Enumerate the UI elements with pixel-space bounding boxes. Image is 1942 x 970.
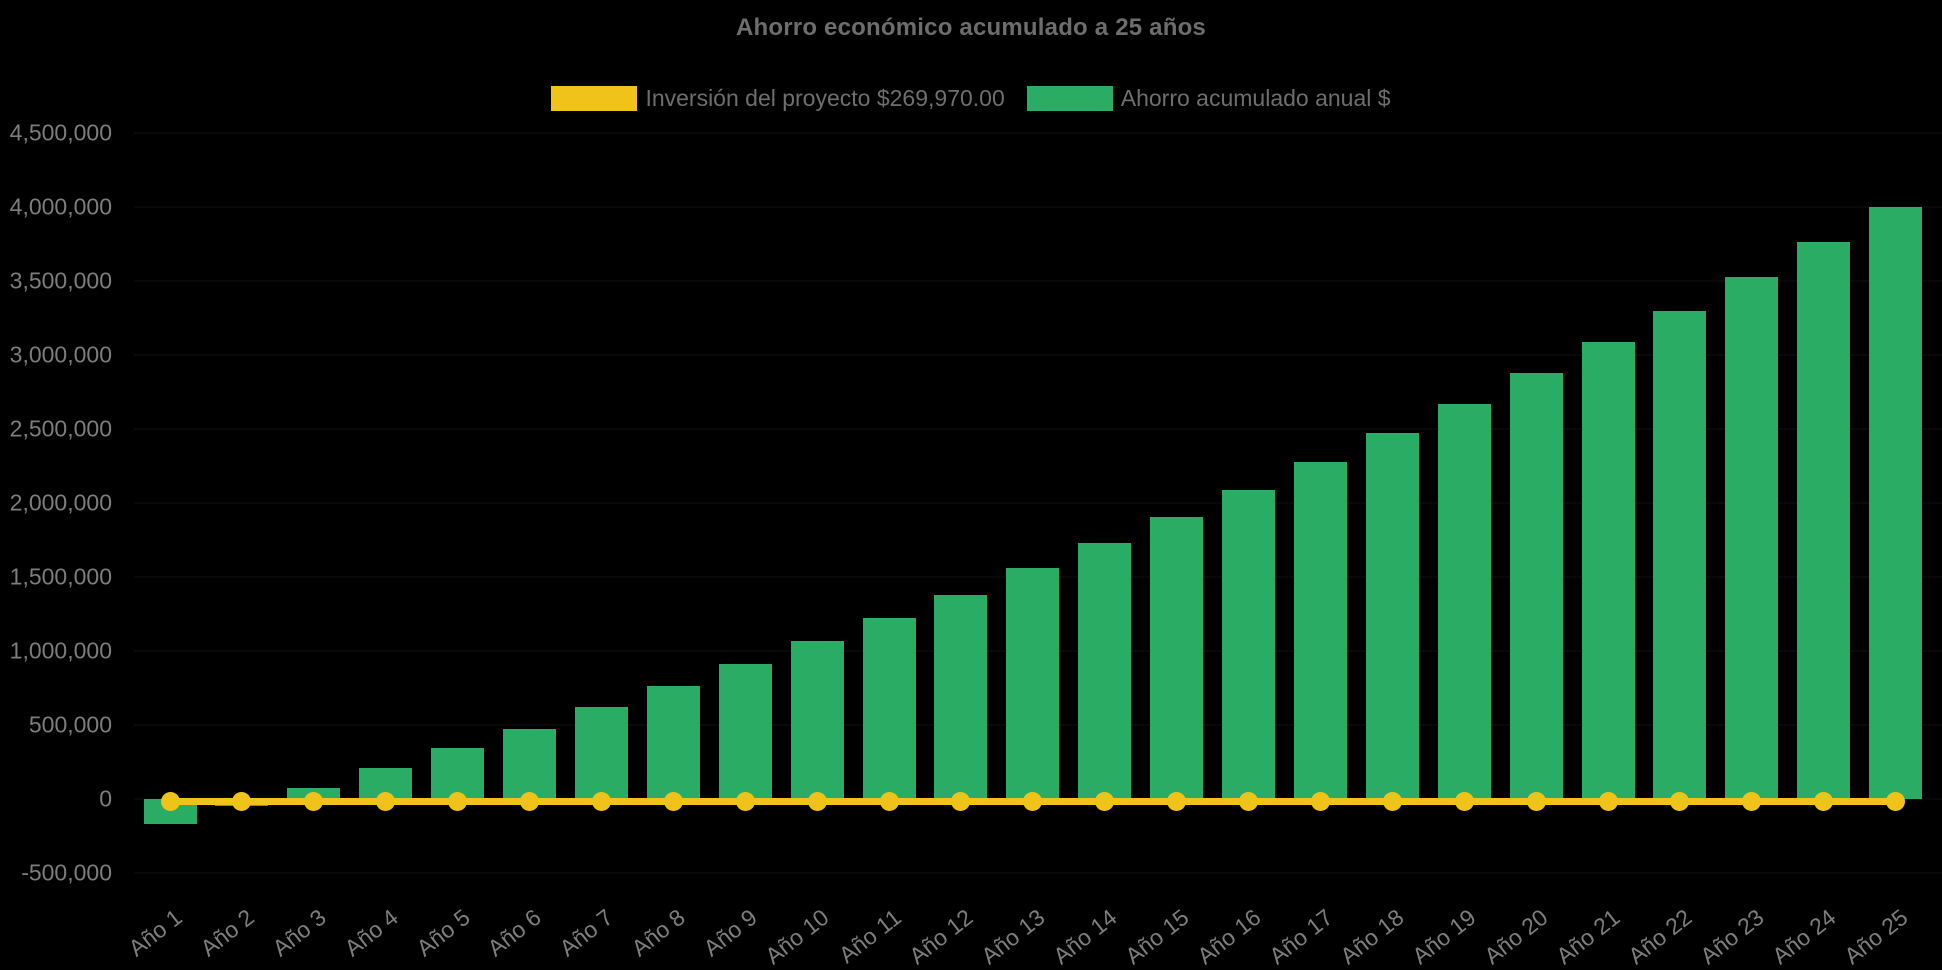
bar-año-14 [1078, 542, 1132, 799]
bar-año-20 [1509, 372, 1563, 799]
x-axis-label: Año 18 [1335, 903, 1410, 970]
x-axis-label: Año 9 [698, 903, 762, 962]
bar-año-18 [1365, 433, 1419, 799]
y-axis-tick-label: 500,000 [28, 711, 112, 738]
bar-año-13 [1006, 568, 1060, 799]
bar-año-9 [718, 663, 772, 799]
legend-item-savings[interactable]: Ahorro acumulado anual $ [1026, 85, 1391, 112]
x-axis-label: Año 20 [1479, 903, 1553, 970]
x-axis-label: Año 14 [1047, 903, 1122, 970]
investment-marker [879, 792, 899, 811]
investment-marker [1095, 792, 1115, 811]
x-axis-label: Año 13 [976, 903, 1050, 970]
bar-año-16 [1222, 490, 1275, 799]
investment-marker [1742, 792, 1762, 811]
x-axis-label: Año 23 [1695, 903, 1769, 970]
investment-marker [1167, 792, 1187, 811]
legend-item-investment[interactable]: Inversión del proyecto $269,970.00 [551, 85, 1005, 112]
investment-marker [376, 792, 396, 811]
x-axis-label: Año 8 [626, 903, 691, 962]
investment-marker [1598, 792, 1618, 811]
y-axis-tick-label: 4,000,000 [9, 193, 112, 220]
y-axis-tick-label: 1,500,000 [9, 563, 112, 590]
bar-año-6 [503, 728, 556, 799]
x-axis-label: Año 19 [1407, 903, 1481, 970]
investment-marker [160, 792, 180, 811]
y-axis-tick-label: 1,000,000 [9, 637, 112, 664]
bar-año-5 [431, 747, 485, 799]
investment-marker [520, 792, 539, 811]
bar-año-24 [1797, 241, 1851, 799]
x-axis-label: Año 4 [339, 903, 403, 962]
investment-marker [1239, 792, 1258, 811]
investment-marker [448, 792, 468, 811]
y-axis-tick-label: 3,000,000 [9, 341, 112, 368]
bar-año-15 [1150, 517, 1204, 799]
x-axis-label: Año 22 [1623, 903, 1697, 970]
gridline [134, 206, 1942, 208]
investment-marker [232, 792, 252, 811]
x-axis-label: Año 2 [195, 903, 259, 962]
bar-año-12 [934, 594, 988, 799]
x-axis-label: Año 12 [904, 903, 978, 970]
investment-marker [663, 792, 683, 811]
bar-año-25 [1869, 207, 1923, 799]
x-axis-label: Año 6 [482, 903, 547, 962]
x-axis-label: Año 24 [1766, 903, 1841, 970]
x-axis-label: Año 7 [554, 903, 619, 962]
y-axis-tick-label: 2,000,000 [9, 489, 112, 516]
x-axis-label: Año 21 [1551, 903, 1625, 970]
x-axis-label: Año 5 [410, 903, 475, 962]
investment-marker [1886, 792, 1906, 811]
x-axis-label: Año 1 [123, 903, 187, 962]
bar-año-11 [862, 617, 916, 799]
y-axis-tick-label: -500,000 [21, 859, 112, 886]
x-axis-label: Año 17 [1263, 903, 1338, 970]
bar-año-10 [790, 641, 844, 799]
gridline [134, 872, 1942, 874]
y-axis-tick-label: 4,500,000 [9, 119, 112, 146]
investment-marker [951, 792, 971, 811]
x-axis-label: Año 11 [833, 903, 906, 969]
investment-marker [807, 792, 827, 811]
x-axis-label: Año 10 [760, 903, 834, 970]
bar-año-23 [1725, 276, 1779, 799]
x-axis-label: Año 3 [267, 903, 331, 962]
x-axis-label: Año 16 [1191, 903, 1266, 970]
legend-label-investment: Inversión del proyecto $269,970.00 [645, 85, 1005, 111]
investment-marker [1526, 792, 1546, 811]
chart-title: Ahorro económico acumulado a 25 años [736, 14, 1206, 41]
investment-marker [591, 792, 611, 811]
bar-año-21 [1581, 341, 1635, 799]
investment-marker [1670, 792, 1690, 811]
y-axis-tick-label: 3,500,000 [9, 267, 112, 294]
savings-swatch-icon [1026, 86, 1113, 111]
investment-marker [304, 792, 324, 811]
x-axis-label: Año 15 [1119, 903, 1194, 970]
bar-año-7 [574, 707, 628, 799]
investment-marker [1454, 792, 1474, 811]
investment-marker [1814, 792, 1834, 811]
bar-año-19 [1437, 403, 1491, 799]
investment-marker [735, 792, 755, 811]
bar-año-8 [646, 685, 700, 799]
legend-label-savings: Ahorro acumulado anual $ [1120, 85, 1391, 111]
investment-swatch-icon [551, 86, 638, 111]
gridline [134, 280, 1942, 282]
x-axis-label: Año 25 [1838, 903, 1913, 970]
investment-marker [1382, 792, 1402, 811]
investment-marker [1310, 792, 1330, 811]
gridline [134, 132, 1942, 134]
bar-año-17 [1293, 461, 1347, 799]
bar-año-22 [1653, 310, 1707, 799]
y-axis-tick-label: 2,500,000 [9, 415, 112, 442]
y-axis-tick-label: 0 [99, 785, 112, 812]
chart-legend: Inversión del proyecto $269,970.00 Ahorr… [0, 85, 1942, 112]
investment-marker [1023, 792, 1043, 811]
